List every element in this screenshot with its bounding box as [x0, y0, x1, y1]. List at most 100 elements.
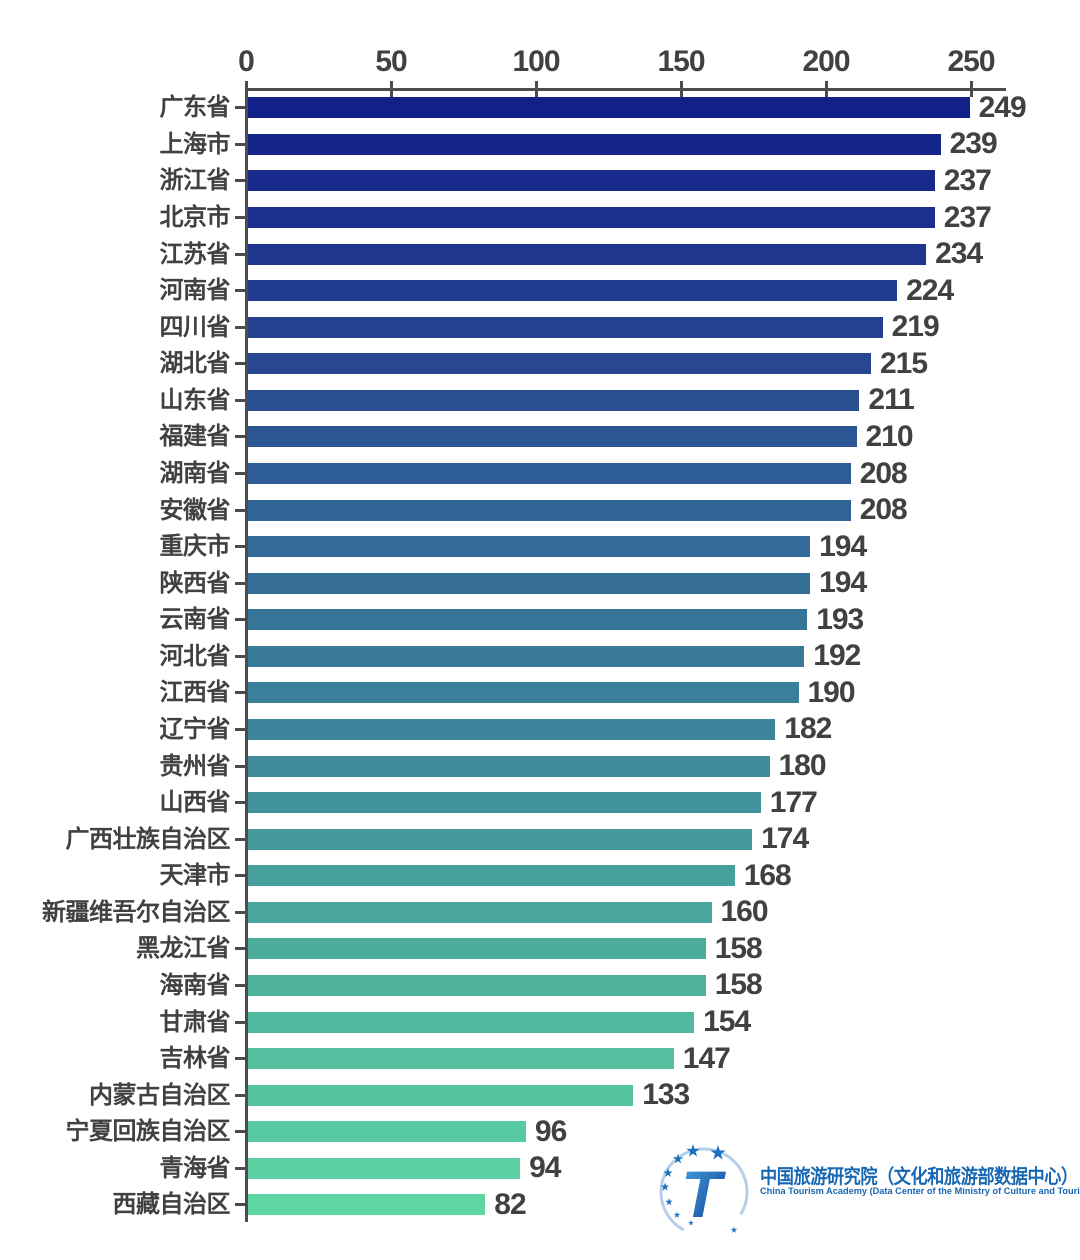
value-label: 160: [720, 895, 769, 929]
bar: [247, 974, 706, 996]
bar: [247, 718, 776, 740]
category-label: 福建省: [159, 423, 231, 451]
category-label: 江西省: [159, 679, 231, 707]
value-label: 194: [819, 566, 867, 600]
category-tick: [235, 142, 245, 146]
x-axis-tick-label: 250: [947, 45, 995, 78]
value-label: 192: [813, 639, 861, 673]
value-label: 234: [935, 237, 983, 271]
category-tick: [235, 581, 245, 585]
bar: [247, 133, 941, 155]
bar: [247, 755, 770, 777]
value-label: 190: [807, 675, 856, 709]
value-label: 154: [703, 1005, 751, 1039]
category-label: 湖南省: [159, 460, 231, 487]
category-tick: [235, 947, 245, 951]
bar: [247, 499, 851, 521]
bar: [247, 1011, 695, 1033]
value-label: 211: [868, 383, 914, 417]
category-tick: [235, 435, 245, 439]
value-label: 224: [906, 273, 954, 307]
x-axis-line: [246, 87, 1006, 91]
category-tick: [235, 545, 245, 549]
value-label: 158: [714, 968, 763, 1002]
x-axis-tick-label: 150: [657, 45, 705, 78]
category-label: 云南省: [159, 606, 231, 634]
category-label: 山西省: [159, 789, 231, 817]
category-tick: [235, 289, 245, 293]
bar: [247, 463, 851, 484]
category-label: 北京市: [159, 204, 231, 231]
value-label: 219: [891, 310, 940, 344]
bar: [247, 1121, 526, 1143]
value-label: 237: [943, 200, 992, 234]
logo-subtitle: China Tourism Academy (Data Center of th…: [760, 1186, 1080, 1197]
bar: [247, 609, 808, 631]
x-axis-tick: [969, 81, 973, 97]
bar: [247, 316, 883, 338]
category-label: 浙江省: [159, 167, 231, 195]
category-tick: [235, 508, 245, 512]
bar: [247, 572, 811, 594]
category-label: 甘肃省: [159, 1008, 231, 1036]
category-tick: [235, 1020, 245, 1024]
logo-title: 中国旅游研究院（文化和旅游部数据中心）: [760, 1166, 1078, 1188]
value-label: 182: [784, 712, 832, 746]
bar: [247, 901, 712, 923]
value-label: 210: [865, 419, 914, 453]
category-tick: [235, 325, 245, 329]
bar: [247, 536, 811, 558]
category-tick: [235, 910, 245, 914]
category-tick: [235, 472, 245, 475]
value-label: 208: [859, 456, 908, 490]
category-label: 山东省: [159, 386, 231, 414]
category-label: 安徽省: [159, 496, 231, 524]
bar: [247, 207, 935, 228]
bar: [247, 426, 857, 448]
category-tick: [235, 1130, 245, 1134]
category-label: 河北省: [159, 642, 231, 670]
svg-text:T: T: [681, 1157, 726, 1231]
y-axis-line: [244, 87, 248, 1222]
category-label: 广东省: [159, 94, 231, 122]
bar: [247, 682, 799, 704]
x-axis-tick: [679, 81, 683, 97]
category-tick: [235, 1057, 245, 1061]
category-tick: [235, 727, 245, 731]
category-tick: [235, 837, 245, 841]
category-label: 重庆市: [159, 533, 231, 561]
category-label: 辽宁省: [159, 715, 231, 743]
bar: [247, 828, 753, 850]
category-tick: [235, 983, 245, 987]
category-tick: [235, 801, 245, 805]
category-label: 贵州省: [159, 752, 231, 780]
value-label: 158: [714, 931, 763, 965]
category-tick: [235, 106, 245, 110]
value-label: 177: [769, 785, 818, 819]
category-tick: [235, 691, 245, 695]
x-axis-tick: [534, 81, 538, 97]
category-label: 天津市: [159, 862, 231, 890]
bar: [247, 1084, 634, 1106]
category-tick: [235, 216, 245, 219]
value-label: 193: [816, 602, 864, 636]
category-tick: [235, 654, 245, 658]
category-tick: [235, 252, 245, 256]
category-label: 宁夏回族自治区: [65, 1118, 231, 1146]
x-axis-tick-label: 100: [512, 45, 560, 78]
category-tick: [235, 1093, 245, 1097]
category-label: 青海省: [159, 1154, 231, 1182]
x-axis-tick: [389, 81, 393, 97]
category-label: 湖北省: [159, 350, 231, 378]
category-label: 陕西省: [159, 569, 231, 597]
category-label: 吉林省: [159, 1045, 231, 1073]
bar: [247, 389, 860, 411]
category-label: 四川省: [159, 313, 231, 341]
category-label: 河南省: [159, 277, 231, 305]
value-label: 82: [494, 1187, 526, 1221]
x-axis-tick-label: 50: [375, 45, 407, 78]
value-label: 96: [534, 1114, 567, 1148]
category-label: 江苏省: [159, 240, 231, 268]
bar: [247, 792, 761, 814]
x-axis-tick-label: 200: [802, 45, 850, 78]
